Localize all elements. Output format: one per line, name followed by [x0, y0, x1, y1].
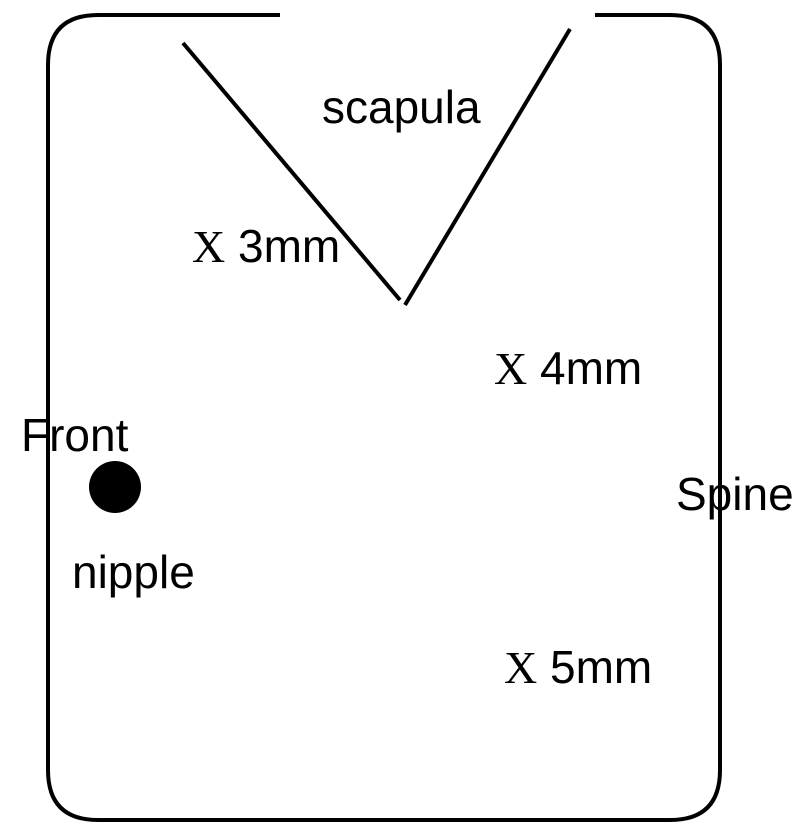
scapula-right-line	[405, 29, 570, 305]
marker-2-symbol: X	[504, 642, 537, 693]
marker-0: X 3mm	[192, 219, 340, 273]
marker-2: X 5mm	[504, 640, 652, 694]
marker-2-value: 5mm	[550, 641, 652, 693]
marker-0-value: 3mm	[238, 220, 340, 272]
label-front: Front	[21, 408, 128, 462]
label-nipple: nipple	[72, 545, 195, 599]
label-scapula: scapula	[322, 80, 481, 134]
nipple-marker	[89, 461, 141, 513]
marker-1-value: 4mm	[540, 342, 642, 394]
marker-0-symbol: X	[192, 221, 225, 272]
body-outline	[48, 15, 720, 820]
anatomy-diagram: scapula Front Spine nipple X 3mm X 4mm X…	[0, 0, 812, 830]
label-spine: Spine	[676, 467, 794, 521]
marker-1: X 4mm	[494, 341, 642, 395]
marker-1-symbol: X	[494, 343, 527, 394]
